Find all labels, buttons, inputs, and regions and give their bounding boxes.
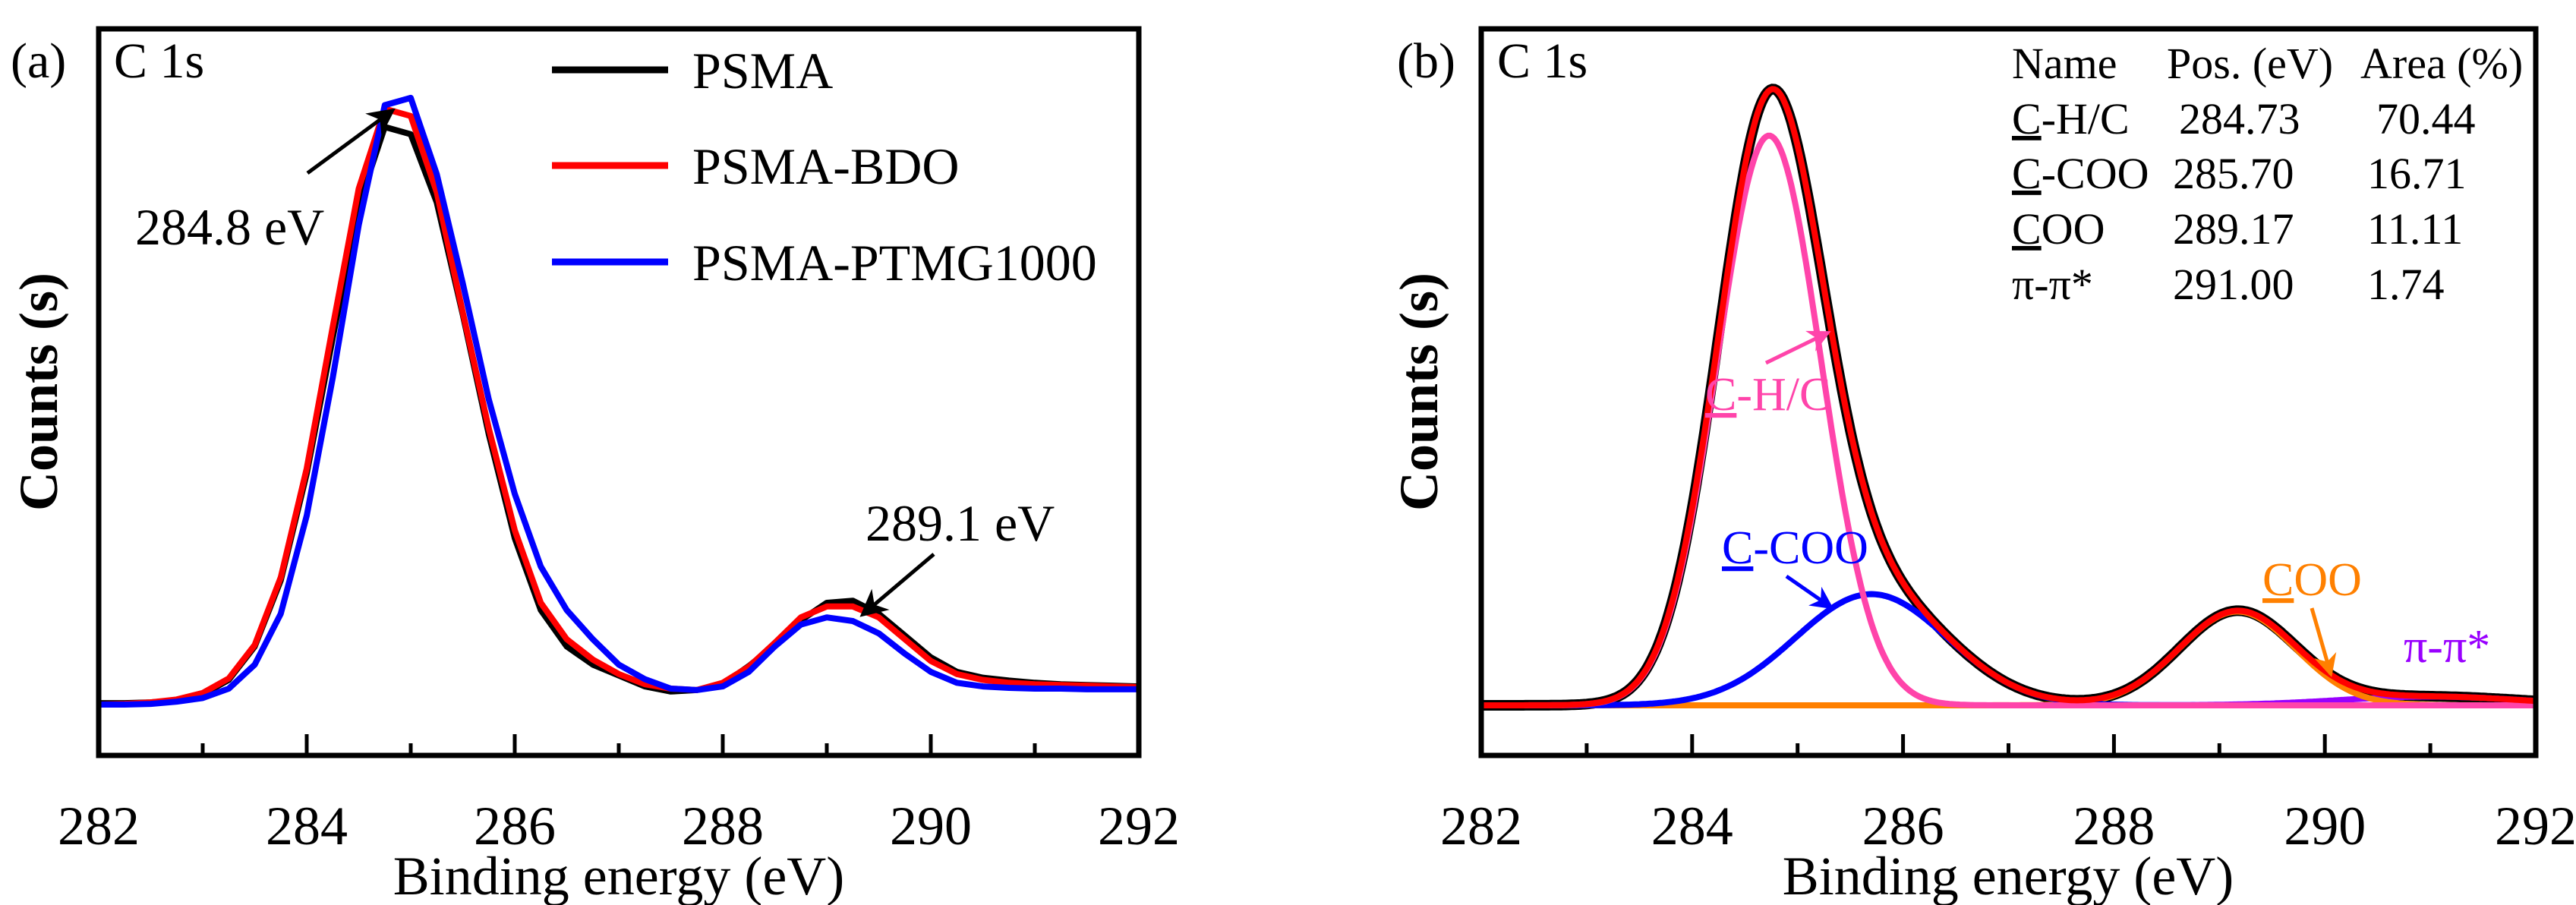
series-line-psma-ptmg1000: [99, 94, 1139, 708]
table-cell-name: C-COO: [2012, 149, 2149, 198]
x-tick-label: 288: [2073, 796, 2155, 856]
arrow-icon-c-coo: [1785, 574, 1834, 610]
table-cell-area: 1.74: [2367, 260, 2445, 309]
series-line-psma-bdo: [98, 106, 1140, 708]
table-cell-pos: 291.00: [2173, 260, 2294, 309]
label-suffix: -COO: [1753, 522, 1868, 574]
table-cell-area: 16.71: [2367, 149, 2467, 198]
underlined-carbon: C: [2012, 204, 2042, 254]
component-label--: π-π*: [2404, 621, 2490, 673]
table-cell-pos: 289.17: [2173, 204, 2294, 254]
component-label-c-coo: C-COO: [1722, 522, 1868, 574]
name-suffix: π-π*: [2012, 260, 2093, 309]
underlined-carbon: C: [1722, 522, 1753, 574]
fit-table: Name Pos. (eV) Area (%) C-H/C 284.73 70.44…: [2012, 39, 2523, 309]
table-cell-name: C-H/C: [2012, 94, 2130, 143]
x-axis-a: 282 284 286 288 290 292: [58, 734, 1180, 856]
y-axis-title-a: Counts (s): [8, 273, 69, 511]
panel-b-title: C 1s: [1497, 33, 1588, 89]
x-axis-b: 282 284 286 288 290 292: [1440, 734, 2576, 856]
x-tick-label: 292: [2495, 796, 2576, 856]
legend-label-psma: PSMA: [692, 42, 833, 99]
panel-a: (a) C 1s 282 284 286 288 290 292 Binding ener…: [8, 26, 1180, 905]
arrow-icon-289-1: [859, 553, 935, 617]
x-tick-label: 282: [1440, 796, 1522, 856]
x-tick-label: 284: [266, 796, 348, 856]
legend-label-psma-ptmg1000: PSMA-PTMG1000: [692, 234, 1097, 292]
table-cell-name: π-π*: [2012, 260, 2093, 309]
x-tick-label: 290: [890, 796, 972, 856]
legend-label-psma-bdo: PSMA-BDO: [692, 137, 959, 195]
table-header-area: Area (%): [2360, 39, 2523, 88]
plot-area-b: [1481, 84, 2537, 711]
name-suffix: OO: [2042, 204, 2105, 254]
panel-a-label: (a): [11, 33, 66, 89]
panel-b-label: (b): [1397, 33, 1455, 89]
label-suffix: -H/C: [1736, 369, 1830, 421]
component-label-coo: COO: [2262, 554, 2362, 606]
arrow-icon-c-h-c: [1764, 330, 1831, 365]
underlined-carbon: C: [2262, 554, 2294, 606]
table-header-name: Name: [2012, 39, 2117, 88]
annotation-284-8: 284.8 eV: [135, 198, 324, 256]
table-cell-pos: 284.73: [2179, 94, 2300, 143]
x-tick-label: 290: [2284, 796, 2366, 856]
x-tick-label: 284: [1651, 796, 1733, 856]
table-cell-name: COO: [2012, 204, 2105, 254]
x-tick-label: 288: [682, 796, 764, 856]
component-label-c-h-c: C-H/C: [1705, 369, 1830, 421]
table-cell-pos: 285.70: [2173, 149, 2294, 198]
table-cell-area: 70.44: [2376, 94, 2476, 143]
x-tick-label: 282: [58, 796, 140, 856]
plot-area-a: [98, 94, 1140, 708]
underlined-carbon: C: [2012, 149, 2042, 198]
name-suffix: -COO: [2042, 149, 2149, 198]
x-tick-label: 292: [1098, 796, 1180, 856]
envelope-fit-line: [1481, 86, 2537, 708]
legend-a: PSMA PSMA-BDO PSMA-PTMG1000: [552, 42, 1097, 292]
x-axis-title-a: Binding energy (eV): [393, 846, 845, 905]
name-suffix: -H/C: [2042, 94, 2130, 143]
label-suffix: OO: [2294, 554, 2362, 606]
arrow-icon-coo: [2310, 607, 2337, 677]
x-tick-label: 286: [1862, 796, 1944, 856]
x-axis-title-b: Binding energy (eV): [1783, 846, 2234, 905]
underlined-carbon: C: [1705, 369, 1736, 421]
label-suffix: π-π*: [2404, 621, 2490, 673]
table-header-pos: Pos. (eV): [2167, 39, 2333, 88]
annotation-289-1: 289.1 eV: [865, 494, 1055, 552]
table-cell-area: 11.11: [2367, 204, 2463, 254]
panel-b: (b) C 1s 282 284 286 288 290 292 Binding ener…: [1389, 26, 2576, 905]
panel-a-title: C 1s: [114, 33, 204, 89]
y-axis-title-b: Counts (s): [1389, 273, 1449, 511]
x-tick-label: 286: [474, 796, 556, 856]
underlined-carbon: C: [2012, 94, 2042, 143]
arrow-icon-284-8: [306, 108, 396, 175]
